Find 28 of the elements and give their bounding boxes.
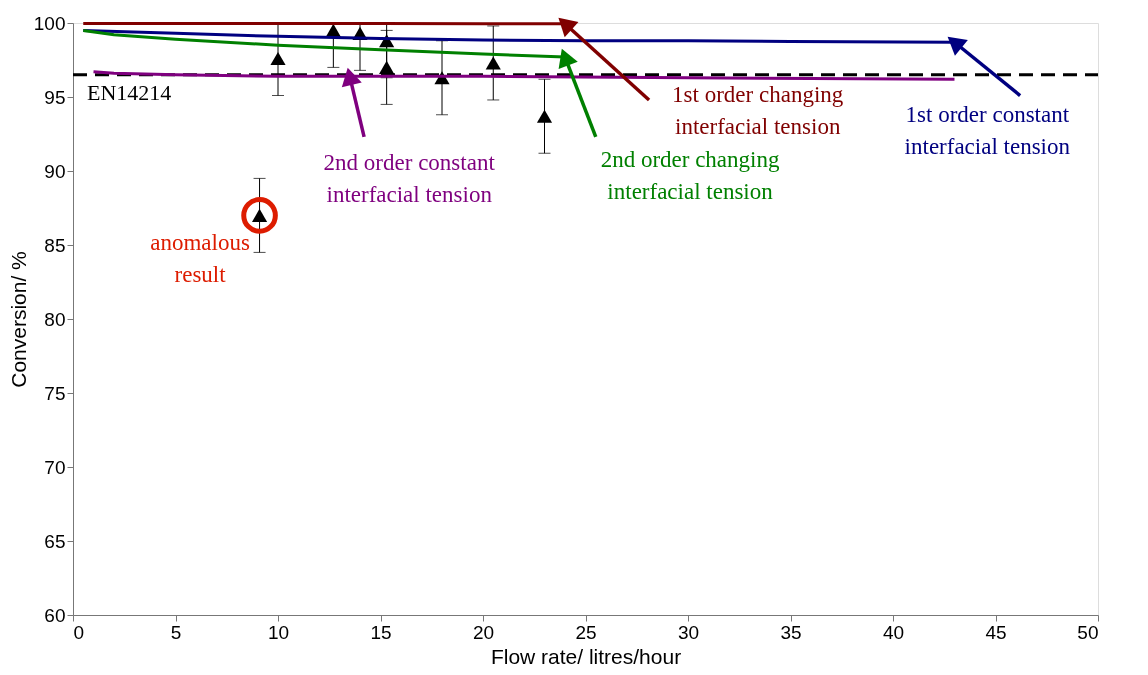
x-tick-label: 45 [985, 621, 1007, 643]
annotation: 1st order changing interfacial tension [672, 81, 844, 139]
y-tick-label: 95 [44, 86, 66, 108]
annotation: 2nd order changing interfacial tension [600, 146, 780, 204]
x-tick-label: 5 [170, 621, 182, 643]
ref-line-label: EN14214 [87, 79, 172, 105]
x-tick-label: 0 [73, 621, 85, 643]
y-tick-label: 75 [44, 382, 66, 404]
y-tick-label: 70 [44, 456, 66, 478]
x-tick-label: 20 [472, 621, 495, 643]
x-tick-label: 30 [677, 621, 700, 643]
x-tick-label: 40 [882, 621, 905, 643]
annotation: anomalous result [150, 229, 250, 287]
y-tick-label: 85 [44, 234, 66, 256]
y-tick-label: 80 [44, 308, 66, 330]
x-axis-title: Flow rate/ litres/hour [490, 644, 682, 668]
annotation: 2nd order constant interfacial tension [323, 149, 496, 207]
x-tick-label: 35 [780, 621, 802, 643]
y-tick-label: 60 [44, 604, 66, 626]
x-tick-label: 50 [1077, 621, 1099, 643]
y-tick-label: 100 [33, 12, 66, 34]
x-tick-label: 25 [575, 621, 597, 643]
annotation: 1st order constant interfacial tension [904, 102, 1071, 160]
y-axis-title: Conversion/ % [6, 251, 30, 388]
x-tick-label: 15 [370, 621, 392, 643]
y-tick-label: 90 [44, 160, 66, 182]
x-tick-label: 10 [267, 621, 290, 643]
y-tick-label: 65 [44, 530, 66, 552]
